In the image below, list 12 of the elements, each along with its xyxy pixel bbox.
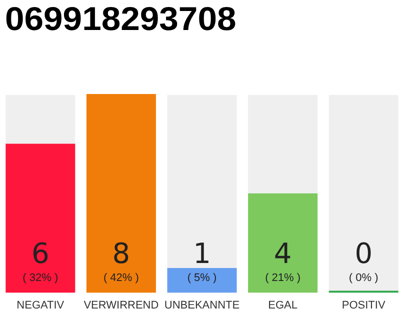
x-tick-label: VERWIRREND	[84, 299, 159, 312]
data-label: 8 ( 42% )	[103, 236, 139, 284]
data-label: 6 ( 32% )	[22, 236, 58, 284]
x-tick-label: POSITIV	[342, 299, 386, 312]
x-tick-label: NEGATIV	[16, 299, 65, 312]
x-tick-label: UNBEKANNTE	[164, 299, 240, 312]
bar	[167, 268, 237, 293]
x-tick-label: EGAL	[268, 299, 298, 312]
data-label: 0 ( 0% )	[348, 236, 378, 284]
data-label: 4 ( 21% )	[265, 236, 301, 284]
chart-title: 069918293708	[5, 0, 236, 38]
data-label: 1 ( 5% )	[187, 236, 217, 284]
